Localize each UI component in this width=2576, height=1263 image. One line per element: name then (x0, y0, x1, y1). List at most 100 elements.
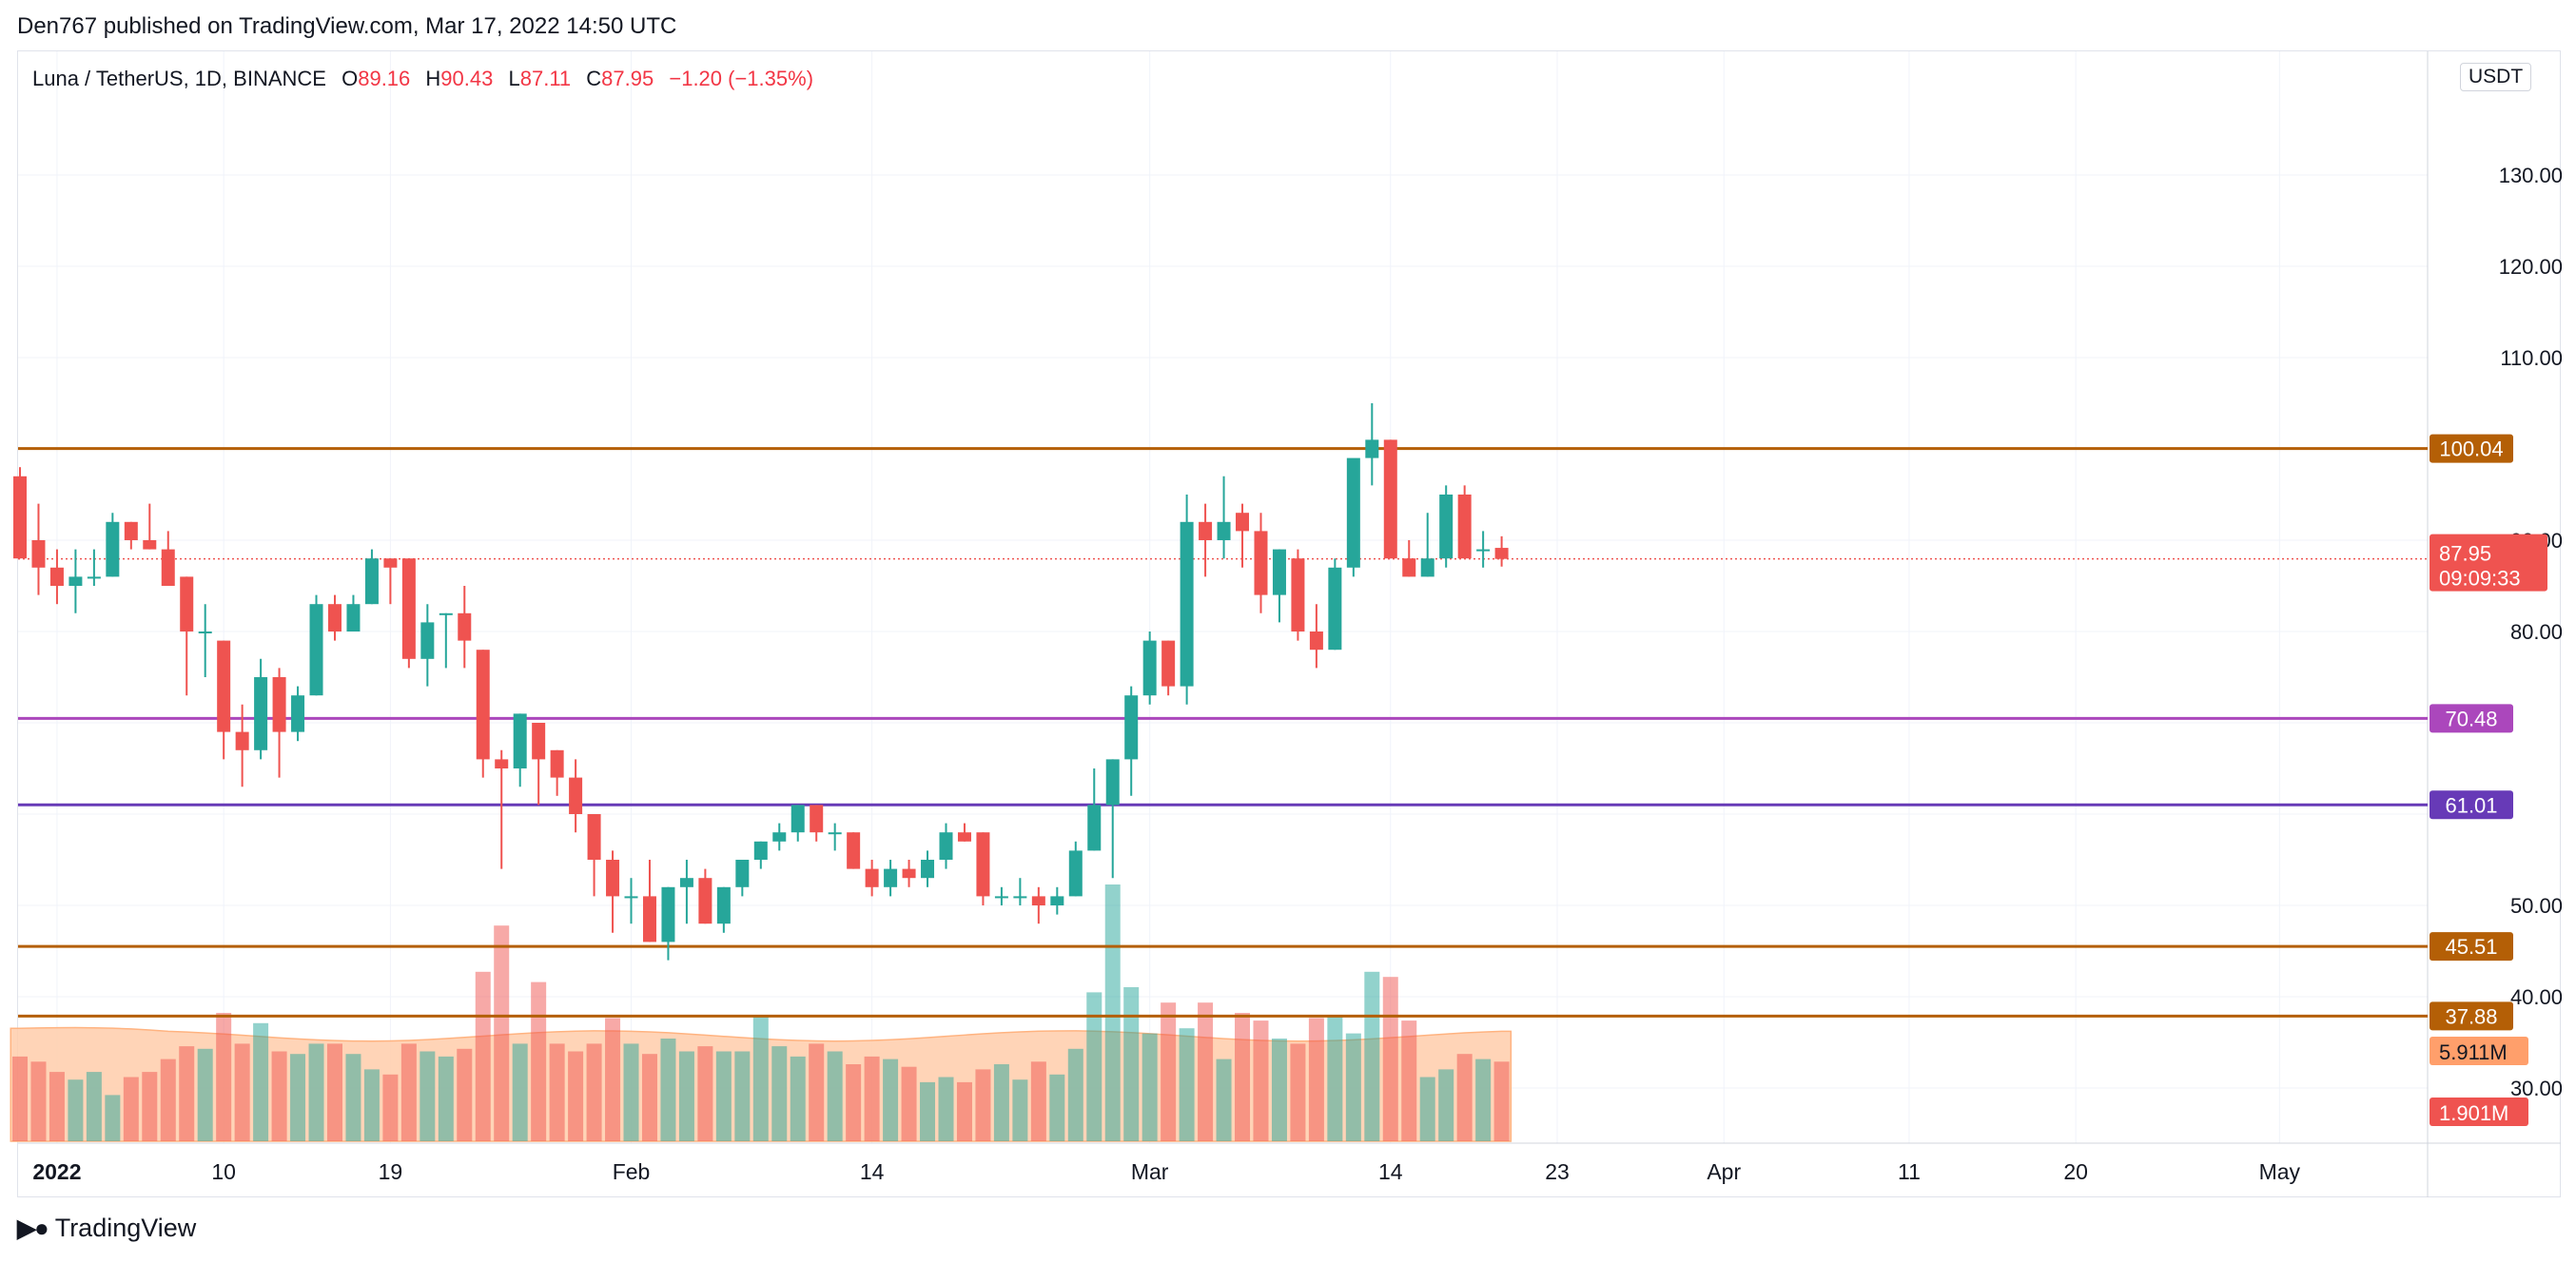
candle-body (976, 832, 990, 897)
close-value: 87.95 (601, 67, 654, 90)
volume-bar (475, 971, 491, 1141)
candle-body (31, 540, 46, 568)
candle-body (1476, 549, 1491, 552)
volume-bar (1327, 1015, 1343, 1141)
x-tick-label: 20 (2063, 1159, 2088, 1184)
candle-body (1013, 896, 1027, 899)
candle-body (198, 632, 212, 633)
candle-body (217, 640, 231, 732)
candle-body (106, 521, 120, 577)
volume-bar (86, 1072, 102, 1141)
y-tick-label: 80.00 (2510, 620, 2563, 644)
publisher-line: Den767 published on TradingView.com, Mar… (17, 13, 677, 39)
candle-body (994, 896, 1008, 899)
candle-body (1180, 521, 1194, 687)
volume-bar (1419, 1077, 1435, 1141)
candle-body (1217, 521, 1231, 540)
footer-brand[interactable]: ▶● TradingView (17, 1214, 196, 1243)
volume-bar (1067, 1048, 1083, 1141)
volume-bar (1179, 1028, 1195, 1141)
volume-bar (846, 1064, 862, 1141)
candle-body (587, 814, 601, 860)
volume-bar (1161, 1002, 1177, 1141)
volume-bar (123, 1077, 139, 1141)
volume-bar (1253, 1020, 1269, 1141)
level-price-tag: 70.48 (2445, 707, 2497, 730)
volume-bar (1438, 1069, 1454, 1141)
candle-body (569, 777, 583, 814)
y-tick-label: 130.00 (2499, 164, 2563, 187)
volume-bar (1123, 987, 1140, 1141)
x-tick-label: 19 (379, 1159, 403, 1184)
level-price-tag: 61.01 (2445, 793, 2497, 817)
y-tick-label: 50.00 (2510, 894, 2563, 918)
volume-bar (1104, 884, 1121, 1141)
volume-bar (1198, 1002, 1214, 1141)
x-tick-label: 10 (211, 1159, 236, 1184)
low-label: L (508, 67, 520, 90)
open-label: O (342, 67, 359, 90)
candle-body (716, 886, 731, 924)
volume-bar (568, 1051, 584, 1141)
candle-body (87, 576, 101, 579)
candle-body (1105, 759, 1120, 806)
volume-bar (216, 1013, 232, 1141)
candlestick-chart[interactable]: 130.00120.00110.0090.0080.0050.0040.0030… (0, 0, 2576, 1198)
x-tick-label: Apr (1707, 1159, 1741, 1184)
volume-bar (1493, 1061, 1510, 1141)
volume-bar (290, 1054, 306, 1141)
volume-bar (179, 1046, 195, 1141)
level-price-tag-bg (2430, 1001, 2513, 1031)
tradingview-logo-icon: ▶● (17, 1214, 49, 1242)
change-value: −1.20 (−1.35%) (669, 67, 814, 90)
x-tick-label: Mar (1131, 1159, 1169, 1184)
volume-bar (1049, 1074, 1065, 1141)
currency-badge[interactable]: USDT (2460, 63, 2532, 91)
candle-body (550, 749, 564, 778)
x-tick-label: 11 (1898, 1159, 1921, 1184)
volume-bar (49, 1072, 65, 1141)
volume-ma-tag: 5.911M (2439, 1040, 2508, 1064)
candle-body (698, 878, 712, 924)
candle-body (1031, 896, 1045, 905)
volume-bar (30, 1061, 47, 1141)
candle-body (1309, 632, 1323, 651)
candle-body (1142, 640, 1157, 696)
candle-body (49, 567, 64, 586)
candle-body (679, 878, 693, 887)
candle-body (1346, 457, 1360, 568)
volume-bar (771, 1046, 788, 1141)
candle-body (1254, 531, 1268, 595)
close-label: C (586, 67, 602, 90)
volume-bar (752, 1015, 769, 1141)
candle-body (458, 612, 472, 641)
volume-bar (1086, 992, 1103, 1141)
volume-bar (956, 1081, 972, 1141)
volume-bar (1290, 1043, 1306, 1141)
candle-body (180, 576, 194, 632)
candle-body (624, 896, 638, 899)
volume-bar (271, 1051, 287, 1141)
volume-bar (883, 1059, 899, 1141)
volume-bar (308, 1043, 324, 1141)
volume-bar (400, 1043, 417, 1141)
candle-body (753, 841, 768, 860)
candle-body (124, 521, 138, 540)
volume-bar (142, 1072, 158, 1141)
chart-frame (17, 50, 2561, 1197)
candle-body (1236, 513, 1250, 532)
volume-bar (457, 1048, 473, 1141)
last-price-tag-bg (2430, 534, 2547, 592)
volume-ma-tag-bg (2430, 1037, 2528, 1065)
candle-body (921, 860, 935, 879)
candle-body (828, 832, 842, 835)
volume-bar (641, 1054, 657, 1141)
candle-body (810, 805, 824, 833)
volume-bar (1012, 1079, 1028, 1141)
candle-body (865, 868, 879, 887)
candle-body (291, 695, 305, 732)
level-price-tag: 45.51 (2445, 935, 2497, 959)
volume-bar (160, 1059, 176, 1141)
candle-body (1199, 521, 1213, 540)
candle-body (235, 731, 249, 750)
